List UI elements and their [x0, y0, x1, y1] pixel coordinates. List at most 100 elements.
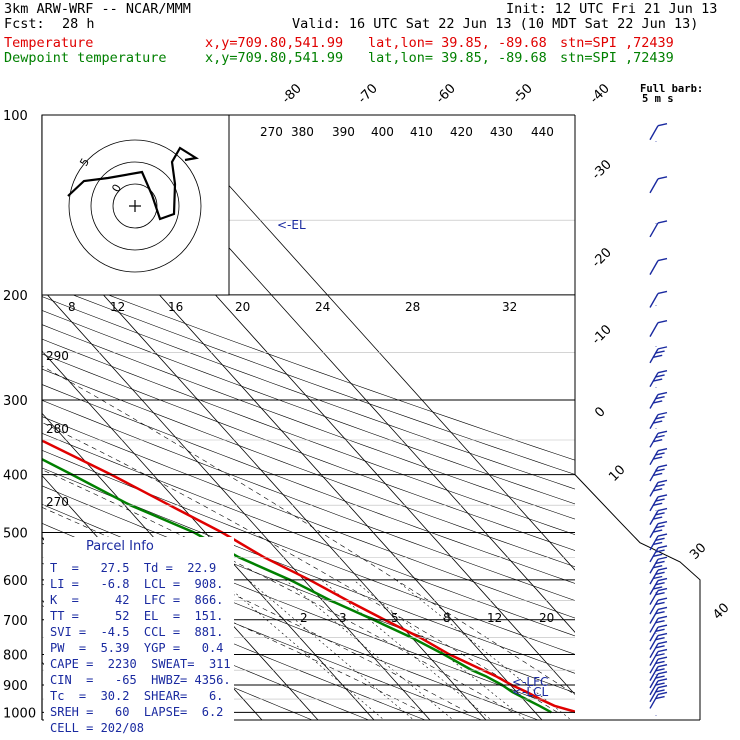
pressure-tick-label: 900: [3, 679, 28, 694]
wind-barb: [649, 685, 668, 703]
wind-barb: [649, 640, 668, 659]
dry-adiabat: [42, 310, 575, 505]
wind-barb: [649, 533, 668, 551]
mixing-ratio-label: 20: [539, 611, 554, 625]
dry-adiabat: [42, 384, 575, 584]
isotherm: [42, 350, 375, 720]
dry-adiabat: [42, 338, 575, 535]
isotherm: [42, 226, 487, 720]
legend-temperature-xy: x,y=709.80,541.99: [205, 35, 344, 51]
dry-adiabat: [42, 432, 575, 637]
isotherm: [0, 102, 42, 725]
mixing-ratio-line: [219, 579, 385, 720]
wind-barb: [649, 671, 668, 689]
wind-barb: [649, 370, 668, 388]
theta-label: 290: [46, 349, 69, 363]
lfc-annotation: <-LFC: [512, 675, 548, 689]
wind-barb: [649, 556, 668, 574]
hodograph-speed-label: 16: [168, 300, 183, 314]
dry-adiabat: [42, 583, 370, 720]
wind-barb: [649, 567, 668, 585]
mixing-ratio-label: 5: [391, 611, 399, 625]
dry-adiabat: [42, 449, 575, 655]
isotherm-label: 0: [592, 404, 608, 420]
wind-barb: [649, 606, 668, 624]
pressure-tick-label: 1000: [3, 706, 36, 721]
parcel-info-title: Parcel Info: [86, 539, 154, 554]
parcel-row: CAPE = 2230 SWEAT= 311: [50, 657, 231, 671]
dry-adiabat: [42, 353, 575, 551]
wind-barb: [649, 624, 668, 642]
barb-legend-units: 5 m s: [642, 93, 674, 105]
isotherm-label: -10: [589, 322, 615, 348]
dry-adiabat: [42, 400, 575, 601]
parcel-row: LI = -6.8 LCL = 908.: [50, 577, 224, 591]
hodograph-speed-label: 20: [235, 300, 250, 314]
barb-legend-title: Full barb:: [640, 83, 704, 95]
theta-label: 430: [490, 125, 513, 139]
isotherm-label: -30: [589, 157, 615, 183]
isotherm-label: -50: [510, 81, 536, 107]
dry-adiabat: [42, 269, 575, 461]
wind-barb: [649, 545, 668, 563]
isotherm-label: -70: [355, 81, 381, 107]
hodograph-ring: [68, 139, 202, 273]
isotherm-label: -60: [433, 81, 459, 107]
parcel-row: T = 27.5 Td = 22.9: [50, 561, 217, 575]
theta-label: 410: [410, 125, 433, 139]
wind-barb: [649, 411, 668, 429]
dry-adiabat: [42, 416, 575, 619]
forecast-label: Fcst:: [4, 16, 45, 32]
wind-barb-column: [649, 100, 668, 720]
theta-label: 400: [371, 125, 394, 139]
model-title: 3km ARW-WRF -- NCAR/MMM: [4, 1, 191, 17]
mixing-ratio-label: 8: [443, 611, 451, 625]
wind-barb: [649, 290, 668, 308]
pressure-tick-label: 400: [3, 469, 28, 484]
wind-barb: [649, 632, 668, 650]
wind-barb: [649, 220, 668, 238]
theta-label: 380: [291, 125, 314, 139]
wind-barb: [649, 430, 668, 448]
isotherm-label: 40: [710, 601, 732, 623]
pressure-tick-label: 600: [3, 574, 28, 589]
pressure-tick-label: 300: [3, 394, 28, 409]
wind-barb: [649, 176, 668, 194]
hodograph-speed-label: 32: [502, 300, 517, 314]
pressure-tick-label: 500: [3, 527, 28, 542]
wind-barb: [649, 507, 668, 525]
wind-barb: [649, 448, 668, 466]
hodograph-speed-label: 8: [68, 300, 76, 314]
parcel-row: Tc = 30.2 SHEAR= 6.: [50, 689, 224, 703]
wind-barb: [649, 678, 668, 696]
wind-barb: [649, 257, 668, 275]
wind-barb: [649, 615, 668, 633]
wind-barb: [649, 464, 668, 482]
theta-label: 390: [332, 125, 355, 139]
wind-barb: [649, 319, 668, 337]
hodograph-inset: 50: [41, 114, 230, 296]
wind-barb: [649, 494, 668, 512]
pressure-tick-label: 100: [3, 109, 28, 124]
isotherm-label: -80: [279, 81, 305, 107]
pressure-tick-label: 800: [3, 648, 28, 663]
parcel-row: SREH = 60 LAPSE= 6.2: [50, 705, 224, 719]
dry-adiabat: [42, 324, 575, 520]
wind-barb: [649, 656, 668, 674]
wind-barb: [649, 346, 668, 364]
mixing-ratio-label: 12: [487, 611, 502, 625]
parcel-row: SVI = -4.5 CCL = 881.: [50, 625, 224, 639]
legend-dewpoint-xy: x,y=709.80,541.99: [205, 50, 344, 66]
lcl-annotation: <-LCL: [512, 685, 548, 699]
valid-time: Valid: 16 UTC Sat 22 Jun 13 (10 MDT Sat …: [292, 16, 699, 32]
wind-barb: [649, 391, 668, 409]
wind-barb: [649, 648, 668, 666]
legend-dewpoint-name: Dewpoint temperature: [4, 50, 167, 66]
wind-barb: [649, 597, 668, 615]
theta-label: 440: [531, 125, 554, 139]
legend-temperature-name: Temperature: [4, 35, 94, 51]
dry-adiabat: [42, 485, 575, 694]
parcel-row: TT = 52 EL = 151.: [50, 609, 224, 623]
pressure-tick-label: 700: [3, 614, 28, 629]
